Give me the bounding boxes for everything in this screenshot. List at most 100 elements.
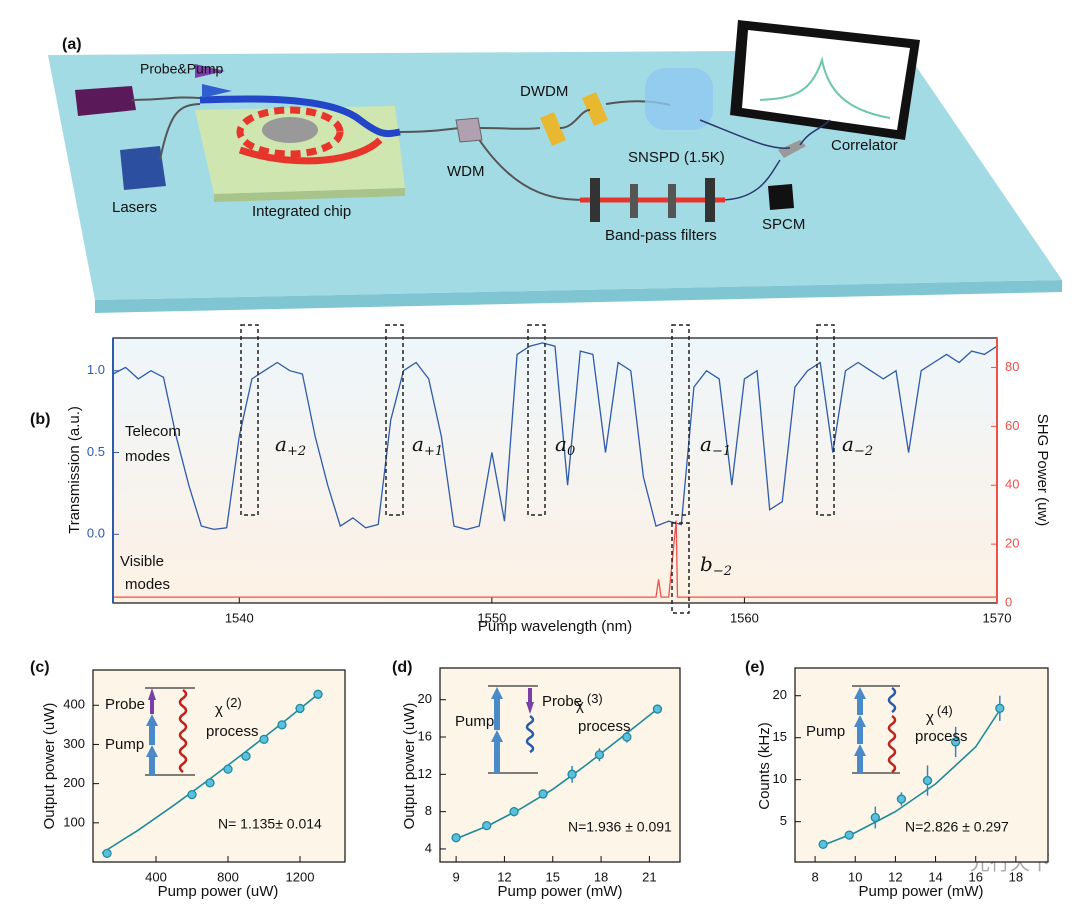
x-tick-label: 18 (594, 869, 608, 884)
label: Correlator (831, 137, 898, 154)
chi-order: (3) (587, 691, 603, 706)
setup-illustration (48, 20, 1062, 313)
chi: χ (926, 709, 934, 726)
arrow-head (146, 745, 158, 757)
correlator-box (778, 140, 806, 158)
mode-label: a+1 (412, 432, 443, 459)
data-point (482, 820, 492, 831)
data-point (277, 720, 287, 730)
x-axis-label: Pump power (mW) (858, 883, 983, 900)
plot-area (93, 670, 345, 862)
fiber (131, 96, 201, 161)
x-tick-label: 1560 (730, 610, 759, 625)
data-point (622, 732, 632, 742)
y-tick-label: 100 (63, 814, 85, 829)
data-point (995, 703, 1005, 713)
y2-tick-label: 0 (1005, 594, 1012, 609)
chip-edge (214, 188, 405, 202)
annotation: Pump (806, 723, 845, 740)
label: Probe&Pump (140, 61, 223, 77)
annotation: process (578, 718, 631, 735)
monitor-screen (742, 30, 910, 130)
laser-box (120, 146, 166, 190)
x-tick-label: 12 (497, 869, 511, 884)
data-point (295, 703, 305, 714)
plot-area (113, 338, 997, 603)
chip (195, 106, 405, 194)
spcm-box (768, 184, 794, 210)
y-tick-label: 10 (773, 771, 787, 786)
data-point (870, 812, 880, 823)
data-point (509, 806, 519, 817)
arrow-head (491, 687, 503, 699)
y2-tick-label: 80 (1005, 359, 1019, 374)
y-tick-label: 400 (63, 697, 85, 712)
x-axis-label: Pump power (uW) (158, 883, 279, 900)
mode-label: a0 (555, 432, 575, 459)
mode-symbol: a (412, 432, 424, 456)
data-point (652, 704, 663, 714)
chi-order: (2) (226, 695, 242, 710)
photon (887, 714, 897, 774)
y-tick-label: 300 (63, 736, 85, 751)
mode-subscript: +2 (287, 444, 306, 459)
panel-label: (c) (30, 659, 50, 676)
arrow-head (146, 714, 158, 726)
annotation: Pump (105, 736, 144, 753)
waveguide (199, 95, 401, 137)
annotation: modes (125, 576, 170, 593)
y2-tick-label: 40 (1005, 477, 1019, 492)
x-tick-label: 1200 (286, 869, 315, 884)
mode-symbol: a (700, 432, 712, 456)
y2-tick-label: 20 (1005, 536, 1019, 551)
fiber (399, 127, 591, 201)
dwdm-filter (540, 112, 566, 146)
annotation: χ (3) (576, 691, 603, 714)
waveguide (238, 137, 383, 165)
data-point (205, 778, 215, 788)
x-tick-label: 400 (145, 869, 167, 884)
data-point (451, 833, 461, 843)
y-axis-label: Transmission (a.u.) (66, 406, 83, 534)
x-tick-label: 16 (968, 869, 982, 884)
label: Integrated chip (252, 203, 351, 220)
mode-subscript: −2 (713, 564, 732, 579)
mode-symbol: a (275, 432, 287, 456)
annotation: Probe (105, 696, 145, 713)
snspd-cryostat (645, 68, 713, 130)
data-point (223, 764, 233, 774)
x-tick-label: 1550 (477, 610, 506, 625)
annotation: modes (125, 448, 170, 465)
x-tick-label: 15 (546, 869, 560, 884)
chi: χ (576, 697, 584, 714)
table-edge (95, 280, 1062, 313)
filter (705, 178, 715, 222)
photon (178, 688, 188, 774)
data-point (896, 794, 907, 804)
arrow-head (854, 715, 866, 727)
x-tick-label: 1570 (983, 610, 1012, 625)
annotation: Pump (455, 713, 494, 730)
plot-frame (439, 667, 681, 863)
arrow-head (854, 744, 866, 756)
mode-subscript: +1 (424, 444, 443, 459)
x-tick-label: 12 (888, 869, 902, 884)
y-tick-label: 0.5 (87, 444, 105, 459)
annotation: Telecom (125, 423, 181, 440)
mode-subscript: 0 (567, 444, 575, 459)
plot-frame (794, 667, 1049, 863)
probe-arrow (195, 64, 225, 78)
label: WDM (447, 163, 485, 180)
y-tick-label: 5 (780, 813, 787, 828)
annotation: Probe (542, 693, 582, 710)
cable (699, 119, 831, 201)
mode-label: a−1 (700, 432, 731, 459)
mode-box (385, 324, 404, 516)
mode-label: b−2 (700, 552, 732, 579)
pump-arrow (202, 84, 232, 98)
y-tick-label: 20 (418, 691, 432, 706)
plot-area (795, 668, 1048, 862)
annotation: χ (4) (926, 703, 953, 726)
panel-label: (a) (62, 36, 82, 53)
